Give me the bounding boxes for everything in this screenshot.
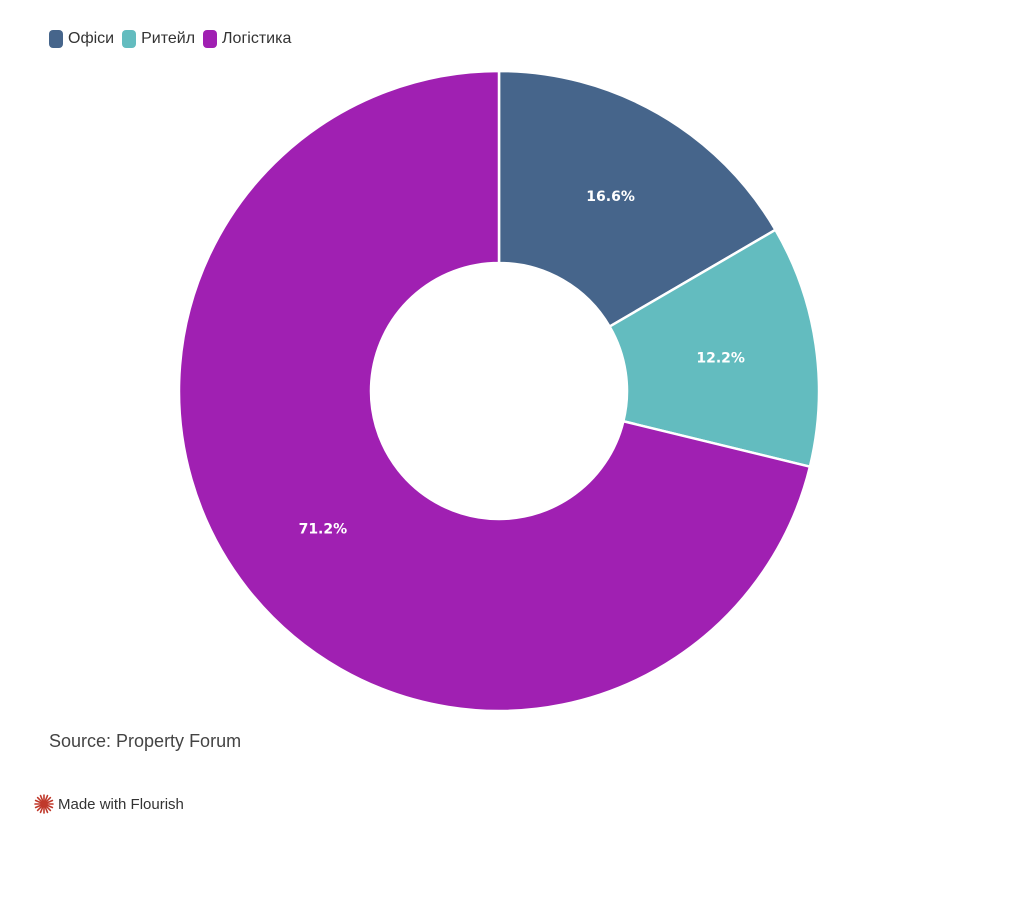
slice-label-offices: 16.6% [586,189,635,205]
legend-swatch-offices [49,30,63,48]
legend-item-logistics[interactable]: Логістика [203,30,291,48]
legend-swatch-logistics [203,30,218,48]
donut-slice-offices[interactable] [497,69,777,328]
donut-slices [177,69,821,713]
donut-slice-retail[interactable] [608,228,821,468]
legend-item-retail[interactable]: Ритейл [122,30,195,48]
legend-label-logistics: Логістика [222,30,292,47]
slice-label-logistics: 71.2% [299,521,348,537]
flourish-label: Made with Flourish [58,795,184,813]
made-with-flourish-link[interactable]: Made with Flourish [34,794,184,814]
flourish-logo-icon [34,794,54,814]
legend-label-retail: Ритейл [141,30,196,47]
donut-slice-logistics[interactable] [177,69,812,713]
slice-label-retail: 12.2% [696,351,745,367]
legend-item-offices[interactable]: Офіси [49,30,114,48]
chart-legend: Офіси Ритейл Логістика [49,30,299,48]
chart-source: Source: Property Forum [49,731,242,751]
donut-labels: 16.6% 12.2% 71.2% [299,189,745,538]
legend-label-offices: Офіси [68,30,115,47]
legend-swatch-retail [122,30,137,48]
